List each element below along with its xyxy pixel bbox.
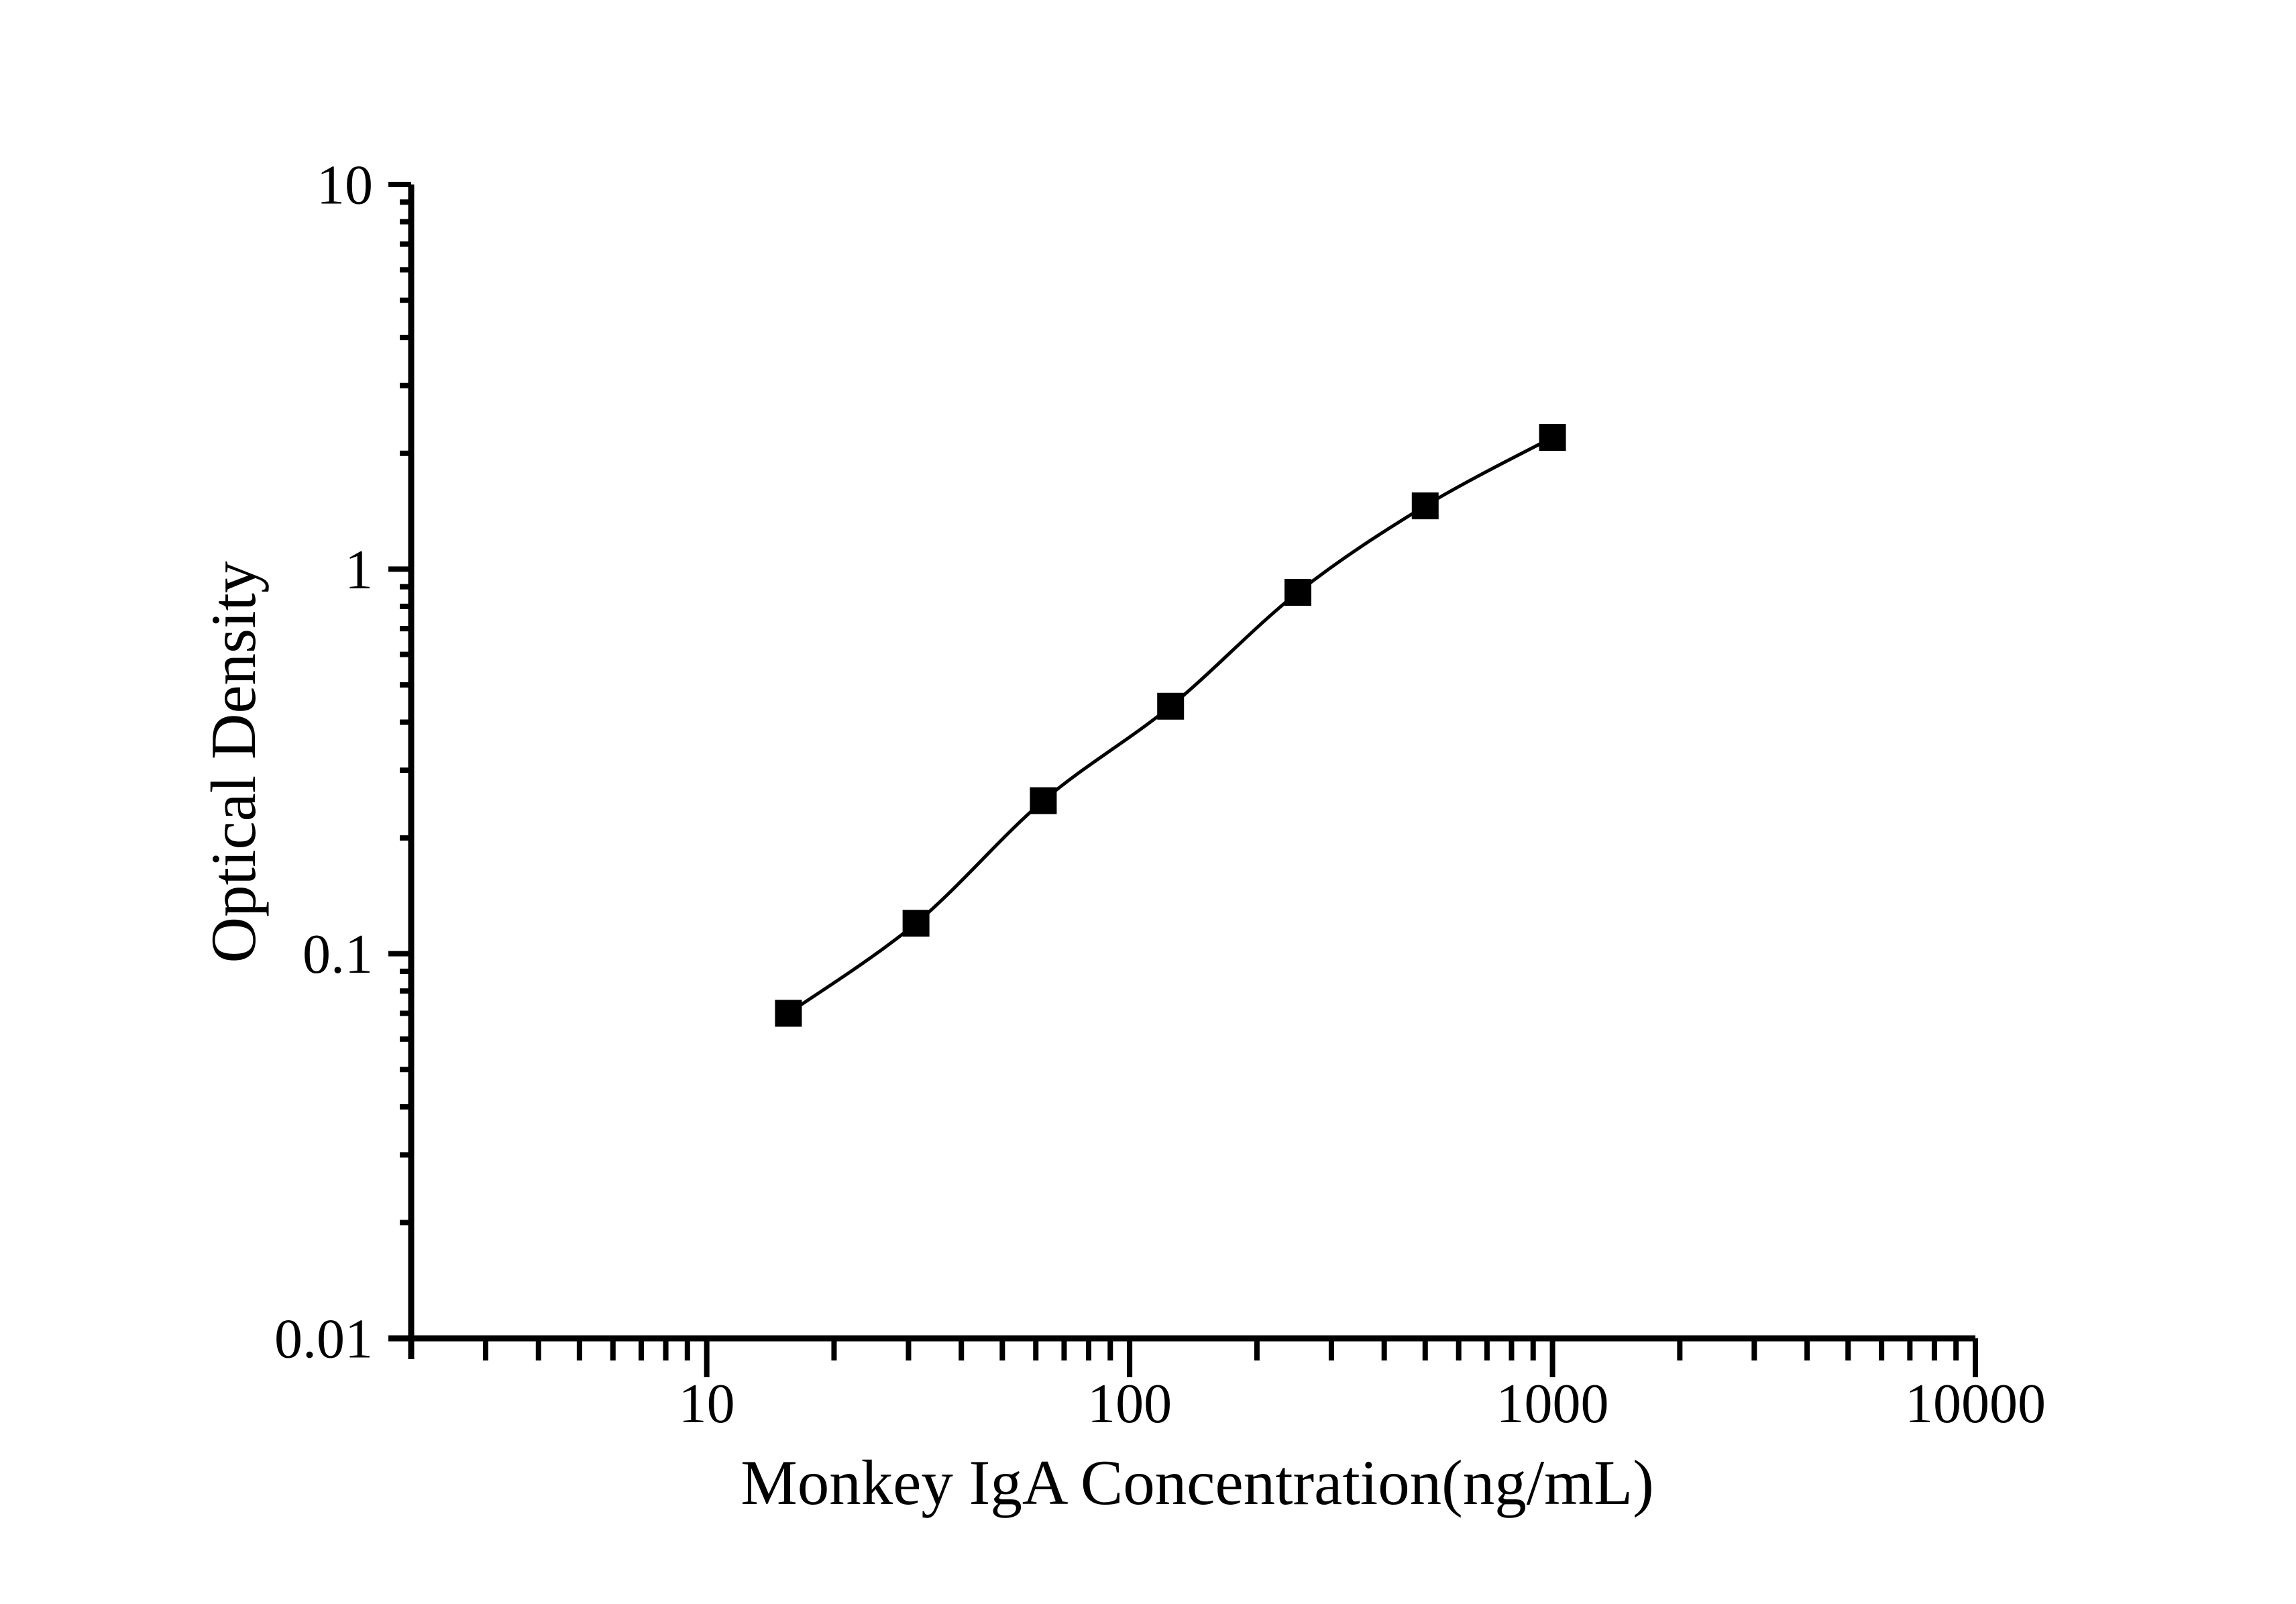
data-point-marker	[1284, 579, 1311, 606]
y-tick-label: 0.1	[303, 923, 373, 985]
axis-tick-labels: 10 100 1000 10000 0.01 0.1 1 10	[274, 154, 2046, 1435]
axes	[388, 184, 1975, 1359]
data-point-marker	[1157, 692, 1185, 720]
x-axis-title: Monkey IgA Concentration(ng/mL)	[741, 1447, 1653, 1518]
x-tick-label: 10000	[1905, 1373, 2046, 1435]
y-tick-label: 10	[317, 154, 373, 217]
data-point-marker	[1539, 424, 1566, 451]
x-tick-label: 1000	[1496, 1373, 1609, 1435]
data-point-marker	[775, 1000, 802, 1027]
data-point-marker	[902, 910, 930, 937]
x-tick-label: 10	[679, 1373, 735, 1435]
data-point-markers	[775, 424, 1566, 1027]
x-tick-label: 100	[1087, 1373, 1172, 1435]
y-tick-label: 1	[345, 539, 373, 601]
y-axis-title: Optical Density	[198, 561, 269, 963]
data-point-marker	[1411, 492, 1439, 520]
data-point-marker	[1030, 787, 1057, 814]
y-tick-label: 0.01	[274, 1308, 373, 1371]
axis-ticks	[388, 182, 1978, 1377]
